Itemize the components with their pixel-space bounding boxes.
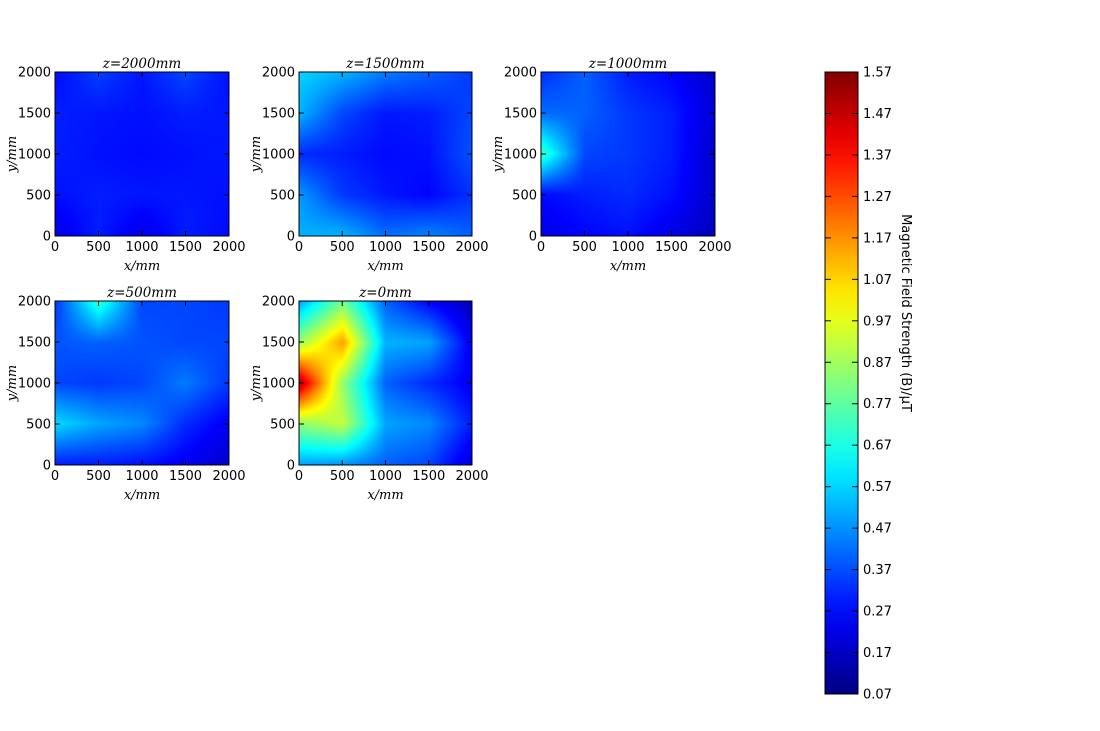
x-tick-label: 1500	[169, 240, 202, 255]
y-tick-label: 2000	[504, 66, 537, 81]
y-tick-label: 500	[26, 418, 51, 433]
colorbar-tick-label: 1.57	[863, 66, 892, 81]
x-tick-label: 500	[86, 469, 111, 484]
x-axis-label: x/mm	[124, 259, 160, 274]
panel-title: z=2000mm	[102, 56, 181, 72]
colorbar-tick-label: 0.57	[863, 480, 892, 495]
heatmap-panel-1: 0 500 1000 1500 2000 0 500 1000 1500 2000 z=2000mm…	[5, 56, 246, 274]
x-tick-label: 0	[51, 469, 59, 484]
colorbar-gradient	[825, 72, 858, 694]
x-tick-label: 1000	[369, 469, 402, 484]
colorbar-tick-label: 0.87	[863, 356, 892, 371]
y-tick-label: 1500	[262, 336, 295, 351]
colorbar-tick-label: 1.17	[863, 231, 892, 246]
y-tick-label: 1000	[262, 377, 295, 392]
y-tick-label: 500	[26, 189, 51, 204]
colorbar-tick-label: 0.07	[863, 688, 892, 703]
colorbar-tick-label: 0.77	[863, 397, 892, 412]
x-tick-label: 1500	[655, 240, 688, 255]
x-tick-label: 1000	[369, 240, 402, 255]
x-tick-label: 500	[330, 240, 355, 255]
x-tick-label: 500	[330, 469, 355, 484]
colorbar-tick-label: 0.17	[863, 646, 892, 661]
panel-title: z=1500mm	[345, 56, 424, 72]
x-tick-label: 0	[295, 240, 303, 255]
y-axis-label: y/mm	[249, 136, 264, 173]
y-tick-label: 2000	[262, 66, 295, 81]
x-tick-label: 0	[537, 240, 545, 255]
y-tick-label: 1500	[504, 107, 537, 122]
panel-title: z=1000mm	[588, 56, 667, 72]
y-tick-label: 1500	[18, 107, 51, 122]
y-tick-label: 1000	[262, 148, 295, 163]
x-axis-label: x/mm	[124, 488, 160, 503]
heatmap-panel-4: 0 500 1000 1500 2000 0 500 1000 1500 2000 z=500mm x…	[5, 285, 246, 503]
y-tick-label: 0	[43, 459, 51, 474]
y-tick-label: 1500	[262, 107, 295, 122]
heatmap-panels: 0 500 1000 1500 2000 0 500 1000 1500 2000 z=2000mm…	[5, 56, 732, 503]
y-tick-label: 1000	[18, 377, 51, 392]
x-tick-label: 500	[86, 240, 111, 255]
colorbar-tick-label: 1.37	[863, 148, 892, 163]
colorbar: 1.57 1.47 1.37 1.27 1.17 1.07 0.97 0.87 0.77 0.67…	[824, 66, 913, 703]
y-tick-label: 500	[270, 189, 295, 204]
y-axis-label: y/mm	[249, 365, 264, 402]
colorbar-tick-label: 0.97	[863, 314, 892, 329]
y-tick-label: 1000	[504, 148, 537, 163]
panel-title: z=0mm	[358, 285, 412, 301]
heatmap-panel-3: 0 500 1000 1500 2000 0 500 1000 1500 2000 z=1000mm…	[491, 56, 732, 274]
heatmap-field	[299, 301, 472, 465]
colorbar-tick-label: 1.27	[863, 190, 892, 205]
x-tick-label: 1000	[125, 240, 158, 255]
heatmap-field	[299, 72, 472, 236]
x-axis-label: x/mm	[367, 488, 403, 503]
y-axis-label: y/mm	[5, 365, 20, 402]
x-tick-label: 1000	[611, 240, 644, 255]
heatmap-field	[541, 72, 715, 236]
colorbar-tick-label: 0.27	[863, 605, 892, 620]
x-tick-label: 500	[572, 240, 597, 255]
y-tick-label: 0	[287, 230, 295, 245]
colorbar-tick-label: 0.37	[863, 563, 892, 578]
x-tick-label: 0	[295, 469, 303, 484]
y-axis-label: y/mm	[5, 136, 20, 173]
x-tick-label: 2000	[455, 240, 488, 255]
x-tick-label: 2000	[212, 240, 245, 255]
x-tick-label: 2000	[455, 469, 488, 484]
heatmap-field	[55, 72, 229, 236]
colorbar-label: Magnetic Field Strength (B)/μT	[898, 214, 913, 412]
heatmap-field	[55, 301, 229, 465]
y-tick-label: 500	[270, 418, 295, 433]
colorbar-tick-label: 1.07	[863, 273, 892, 288]
colorbar-tick-label: 1.47	[863, 107, 892, 122]
y-tick-label: 0	[529, 230, 537, 245]
y-tick-label: 0	[43, 230, 51, 245]
colorbar-frame	[824, 71, 859, 695]
x-tick-label: 1500	[412, 240, 445, 255]
y-tick-label: 2000	[18, 66, 51, 81]
x-tick-label: 2000	[698, 240, 731, 255]
y-axis-label: y/mm	[491, 136, 506, 173]
y-tick-label: 2000	[262, 295, 295, 310]
y-tick-label: 2000	[18, 295, 51, 310]
heatmap-panel-5: 0 500 1000 1500 2000 0 500 1000 1500 2000 z=0mm x/m…	[249, 285, 489, 503]
panel-title: z=500mm	[106, 285, 177, 301]
y-tick-label: 500	[512, 189, 537, 204]
y-tick-label: 0	[287, 459, 295, 474]
x-tick-label: 2000	[212, 469, 245, 484]
y-tick-label: 1500	[18, 336, 51, 351]
colorbar-tick-label: 0.47	[863, 522, 892, 537]
y-tick-label: 1000	[18, 148, 51, 163]
x-tick-label: 0	[51, 240, 59, 255]
colorbar-tick-label: 0.67	[863, 439, 892, 454]
x-tick-label: 1500	[169, 469, 202, 484]
x-axis-label: x/mm	[367, 259, 403, 274]
x-tick-label: 1500	[412, 469, 445, 484]
x-axis-label: x/mm	[610, 259, 646, 274]
x-tick-label: 1000	[125, 469, 158, 484]
heatmap-panel-2: 0 500 1000 1500 2000 0 500 1000 1500 2000 z=1500mm…	[249, 56, 489, 274]
